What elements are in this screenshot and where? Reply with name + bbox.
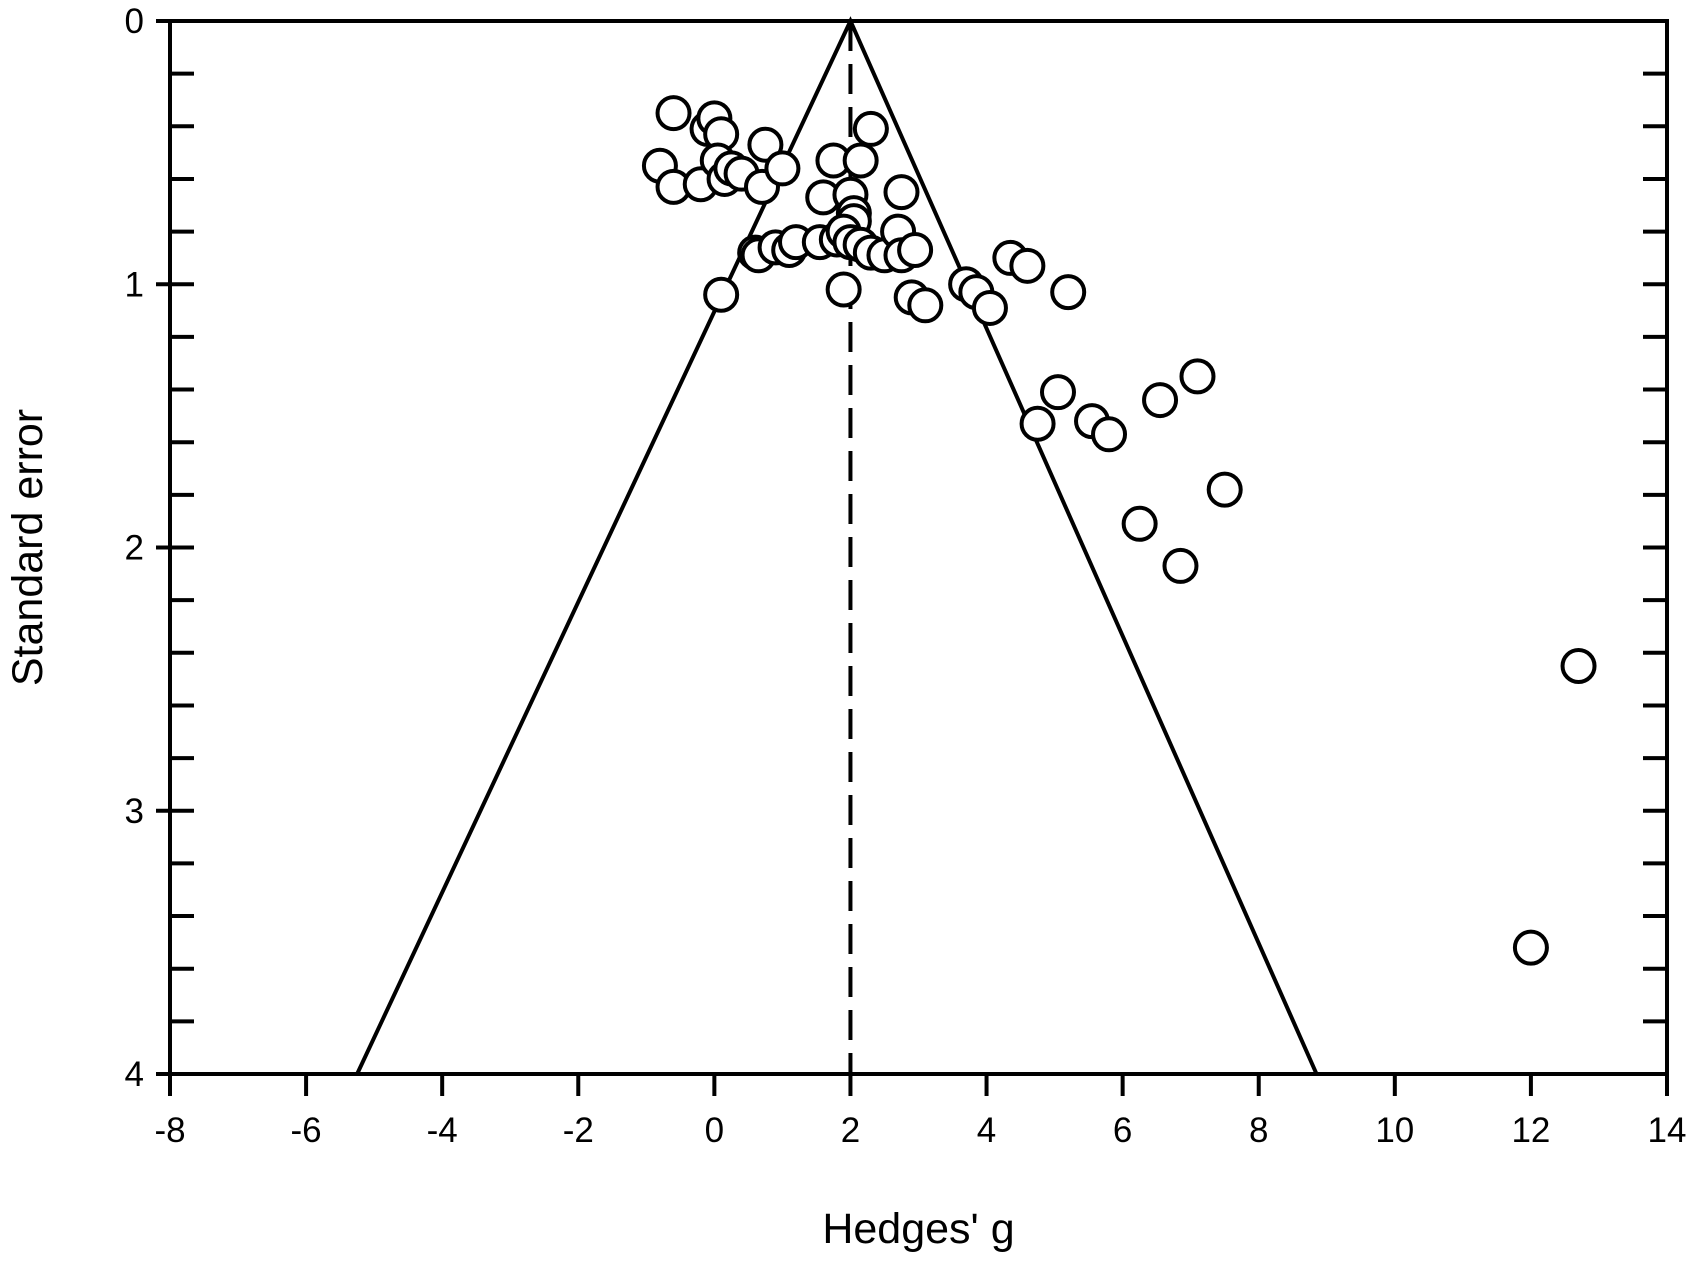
x-tick-label: -2: [563, 1111, 594, 1150]
data-point: [1142, 382, 1179, 419]
x-axis-tick-labels: -8 -6 -4 -2 0 2 4 6 8 10 12 14: [154, 1111, 1686, 1150]
data-point: [1050, 274, 1087, 311]
y-axis-ticks: [156, 19, 1667, 1076]
x-tick-label: -4: [427, 1111, 458, 1150]
y-tick-label: 2: [125, 529, 144, 568]
x-tick-label: 0: [705, 1111, 724, 1150]
y-tick-label: 4: [125, 1055, 144, 1094]
data-point: [1039, 374, 1076, 411]
data-point: [1206, 471, 1243, 508]
y-tick-label: 0: [125, 2, 144, 41]
data-point: [1019, 405, 1056, 442]
data-point: [971, 289, 1008, 326]
data-point: [842, 142, 879, 179]
x-axis-title: Hedges' g: [822, 1205, 1014, 1253]
funnel-confidence-limits: [355, 16, 1319, 1075]
data-point: [1560, 647, 1597, 684]
y-axis-tick-labels: 0 1 2 3 4: [125, 2, 144, 1094]
data-point: [1179, 358, 1216, 395]
data-point: [764, 150, 801, 187]
data-point: [747, 126, 784, 163]
data-point: [1121, 505, 1158, 542]
x-tick-label: 6: [1113, 1111, 1132, 1150]
x-tick-label: 14: [1648, 1111, 1687, 1150]
x-tick-label: 4: [977, 1111, 996, 1150]
data-point: [1091, 416, 1128, 453]
data-point: [852, 110, 889, 147]
plot-area: [156, 16, 1669, 1096]
data-point: [655, 95, 692, 132]
data-point: [825, 271, 862, 308]
x-tick-label: -8: [154, 1111, 185, 1150]
data-point: [907, 287, 944, 324]
data-point: [703, 276, 740, 313]
x-tick-label: 10: [1375, 1111, 1414, 1150]
x-axis-ticks: [168, 1074, 1669, 1096]
y-tick-label: 3: [125, 792, 144, 831]
data-point: [1009, 247, 1046, 284]
data-point: [883, 174, 920, 211]
x-tick-label: -6: [291, 1111, 322, 1150]
x-tick-label: 2: [841, 1111, 860, 1150]
data-points: [641, 95, 1597, 966]
y-tick-label: 1: [125, 265, 144, 304]
x-tick-label: 12: [1511, 1111, 1550, 1150]
data-point: [1512, 929, 1549, 966]
data-point: [897, 232, 934, 269]
y-axis-title: Standard error: [4, 409, 52, 686]
x-tick-label: 8: [1249, 1111, 1268, 1150]
data-point: [1162, 547, 1199, 584]
